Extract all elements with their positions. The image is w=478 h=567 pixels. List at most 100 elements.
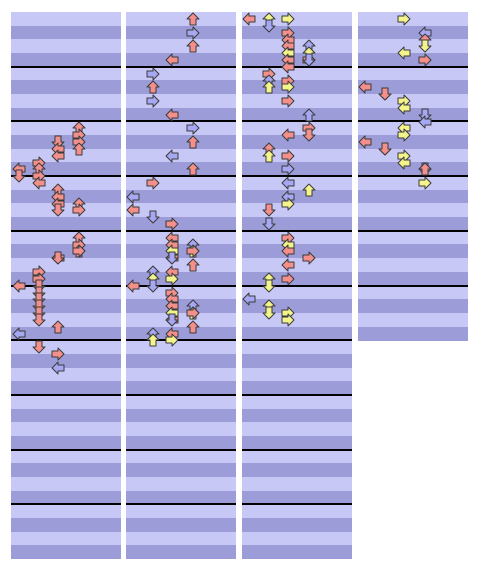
arrow-left-icon <box>358 135 372 149</box>
arrow-left-icon <box>165 149 179 163</box>
beat-stripe <box>126 66 236 81</box>
arrow-right-icon <box>281 313 295 327</box>
beat-stripe <box>242 94 352 109</box>
arrow-up-icon <box>186 135 200 149</box>
arrow-left-icon <box>418 115 432 129</box>
beat-stripe <box>11 517 121 532</box>
arrow-down-icon <box>146 279 160 293</box>
beat-stripe <box>11 504 121 519</box>
beat-stripe <box>358 53 468 68</box>
arrow-left-icon <box>165 53 179 67</box>
beat-stripe <box>358 230 468 245</box>
arrow-right-icon <box>281 12 295 26</box>
beat-stripe <box>126 299 236 314</box>
beat-stripe <box>358 12 468 26</box>
beat-stripe <box>242 312 352 327</box>
beat-stripe <box>126 135 236 150</box>
beat-stripe <box>242 230 352 245</box>
beat-stripe <box>242 490 352 505</box>
arrow-left-icon <box>32 176 46 190</box>
arrow-down-icon <box>418 108 432 122</box>
beat-stripe <box>358 107 468 122</box>
beat-stripe <box>11 449 121 464</box>
beat-stripe <box>126 490 236 505</box>
beat-stripe <box>358 162 468 177</box>
beat-stripe <box>242 135 352 150</box>
beat-stripe <box>11 285 121 300</box>
measure-line <box>11 229 121 232</box>
measure-line <box>11 284 121 287</box>
beat-stripe <box>126 230 236 245</box>
arrow-up-icon <box>186 162 200 176</box>
beat-stripe <box>242 66 352 81</box>
beat-stripe <box>126 121 236 136</box>
measure-line <box>11 503 121 506</box>
beat-stripe <box>242 422 352 437</box>
beat-stripe <box>242 517 352 532</box>
arrow-left-icon <box>281 244 295 258</box>
beat-stripe <box>126 12 236 26</box>
arrow-up-icon <box>146 80 160 94</box>
chart-column-3 <box>242 12 352 560</box>
beat-stripe <box>126 244 236 259</box>
beat-stripe <box>126 435 236 450</box>
arrow-left-icon <box>126 279 140 293</box>
beat-stripe <box>11 545 121 560</box>
beat-stripe <box>11 531 121 546</box>
measure-line <box>126 448 236 451</box>
beat-stripe <box>242 162 352 177</box>
beat-stripe <box>11 189 121 204</box>
beat-stripe <box>11 121 121 136</box>
arrow-right-icon <box>186 26 200 40</box>
measure-line <box>242 229 352 232</box>
beat-stripe <box>242 504 352 519</box>
beat-stripe <box>11 340 121 355</box>
beat-stripe <box>11 394 121 409</box>
beat-stripe <box>126 476 236 491</box>
arrow-right-icon <box>146 176 160 190</box>
arrow-up-icon <box>262 80 276 94</box>
beat-stripe <box>358 285 468 300</box>
measure-line <box>11 448 121 451</box>
beat-stripe <box>242 258 352 273</box>
arrow-down-icon <box>418 39 432 53</box>
chart-column-4 <box>358 12 468 341</box>
beat-stripe <box>126 80 236 95</box>
arrow-up-icon <box>302 108 316 122</box>
beat-stripe <box>242 463 352 478</box>
arrow-up-icon <box>72 142 86 156</box>
beat-stripe <box>11 135 121 150</box>
arrow-down-icon <box>165 313 179 327</box>
beat-stripe <box>11 203 121 218</box>
arrow-right-icon <box>165 333 179 347</box>
beat-stripe <box>242 25 352 40</box>
beat-stripe <box>126 545 236 560</box>
arrow-right-icon <box>418 53 432 67</box>
beat-stripe <box>11 422 121 437</box>
beat-stripe <box>11 490 121 505</box>
beat-stripe <box>126 422 236 437</box>
arrow-down-icon <box>51 251 65 265</box>
measure-line <box>126 339 236 342</box>
beat-stripe <box>11 39 121 54</box>
beat-stripe <box>126 94 236 109</box>
arrow-down-icon <box>378 87 392 101</box>
beat-stripe <box>11 12 121 26</box>
measure-line <box>126 284 236 287</box>
beat-stripe <box>11 312 121 327</box>
beat-stripe <box>358 176 468 191</box>
beat-stripe <box>358 148 468 163</box>
arrow-right-icon <box>281 80 295 94</box>
chart-column-2 <box>126 12 236 560</box>
measure-line <box>242 339 352 342</box>
beat-stripe <box>126 285 236 300</box>
arrow-left-icon <box>126 190 140 204</box>
beat-stripe <box>242 285 352 300</box>
measure-line <box>358 229 468 232</box>
arrow-right-icon <box>72 203 86 217</box>
beat-stripe <box>126 517 236 532</box>
arrow-down-icon <box>51 203 65 217</box>
beat-stripe <box>126 408 236 423</box>
beat-stripe <box>11 25 121 40</box>
